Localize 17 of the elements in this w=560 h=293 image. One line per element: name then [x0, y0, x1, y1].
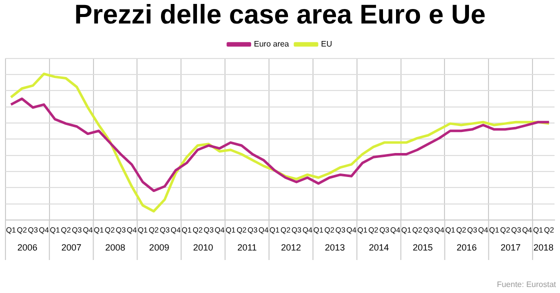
legend-label: EU [321, 40, 332, 49]
text: 2015 [412, 242, 433, 252]
text: 2006 [17, 242, 38, 252]
source-note: Fuente: Eurostat [496, 280, 557, 290]
text: 2016 [456, 242, 477, 252]
text: 2014 [368, 242, 389, 252]
text: 2017 [500, 242, 521, 252]
text: 2009 [149, 242, 170, 252]
text: 2008 [105, 242, 126, 252]
text: 2012 [280, 242, 301, 252]
text: 2010 [193, 242, 214, 252]
text: 2007 [61, 242, 82, 252]
text: 2018 [534, 242, 554, 252]
chart-title: Prezzi delle case area Euro e Ue [74, 0, 486, 30]
text: 2011 [237, 242, 257, 252]
text: 2013 [324, 242, 345, 252]
legend-label: Euro area [254, 40, 290, 49]
